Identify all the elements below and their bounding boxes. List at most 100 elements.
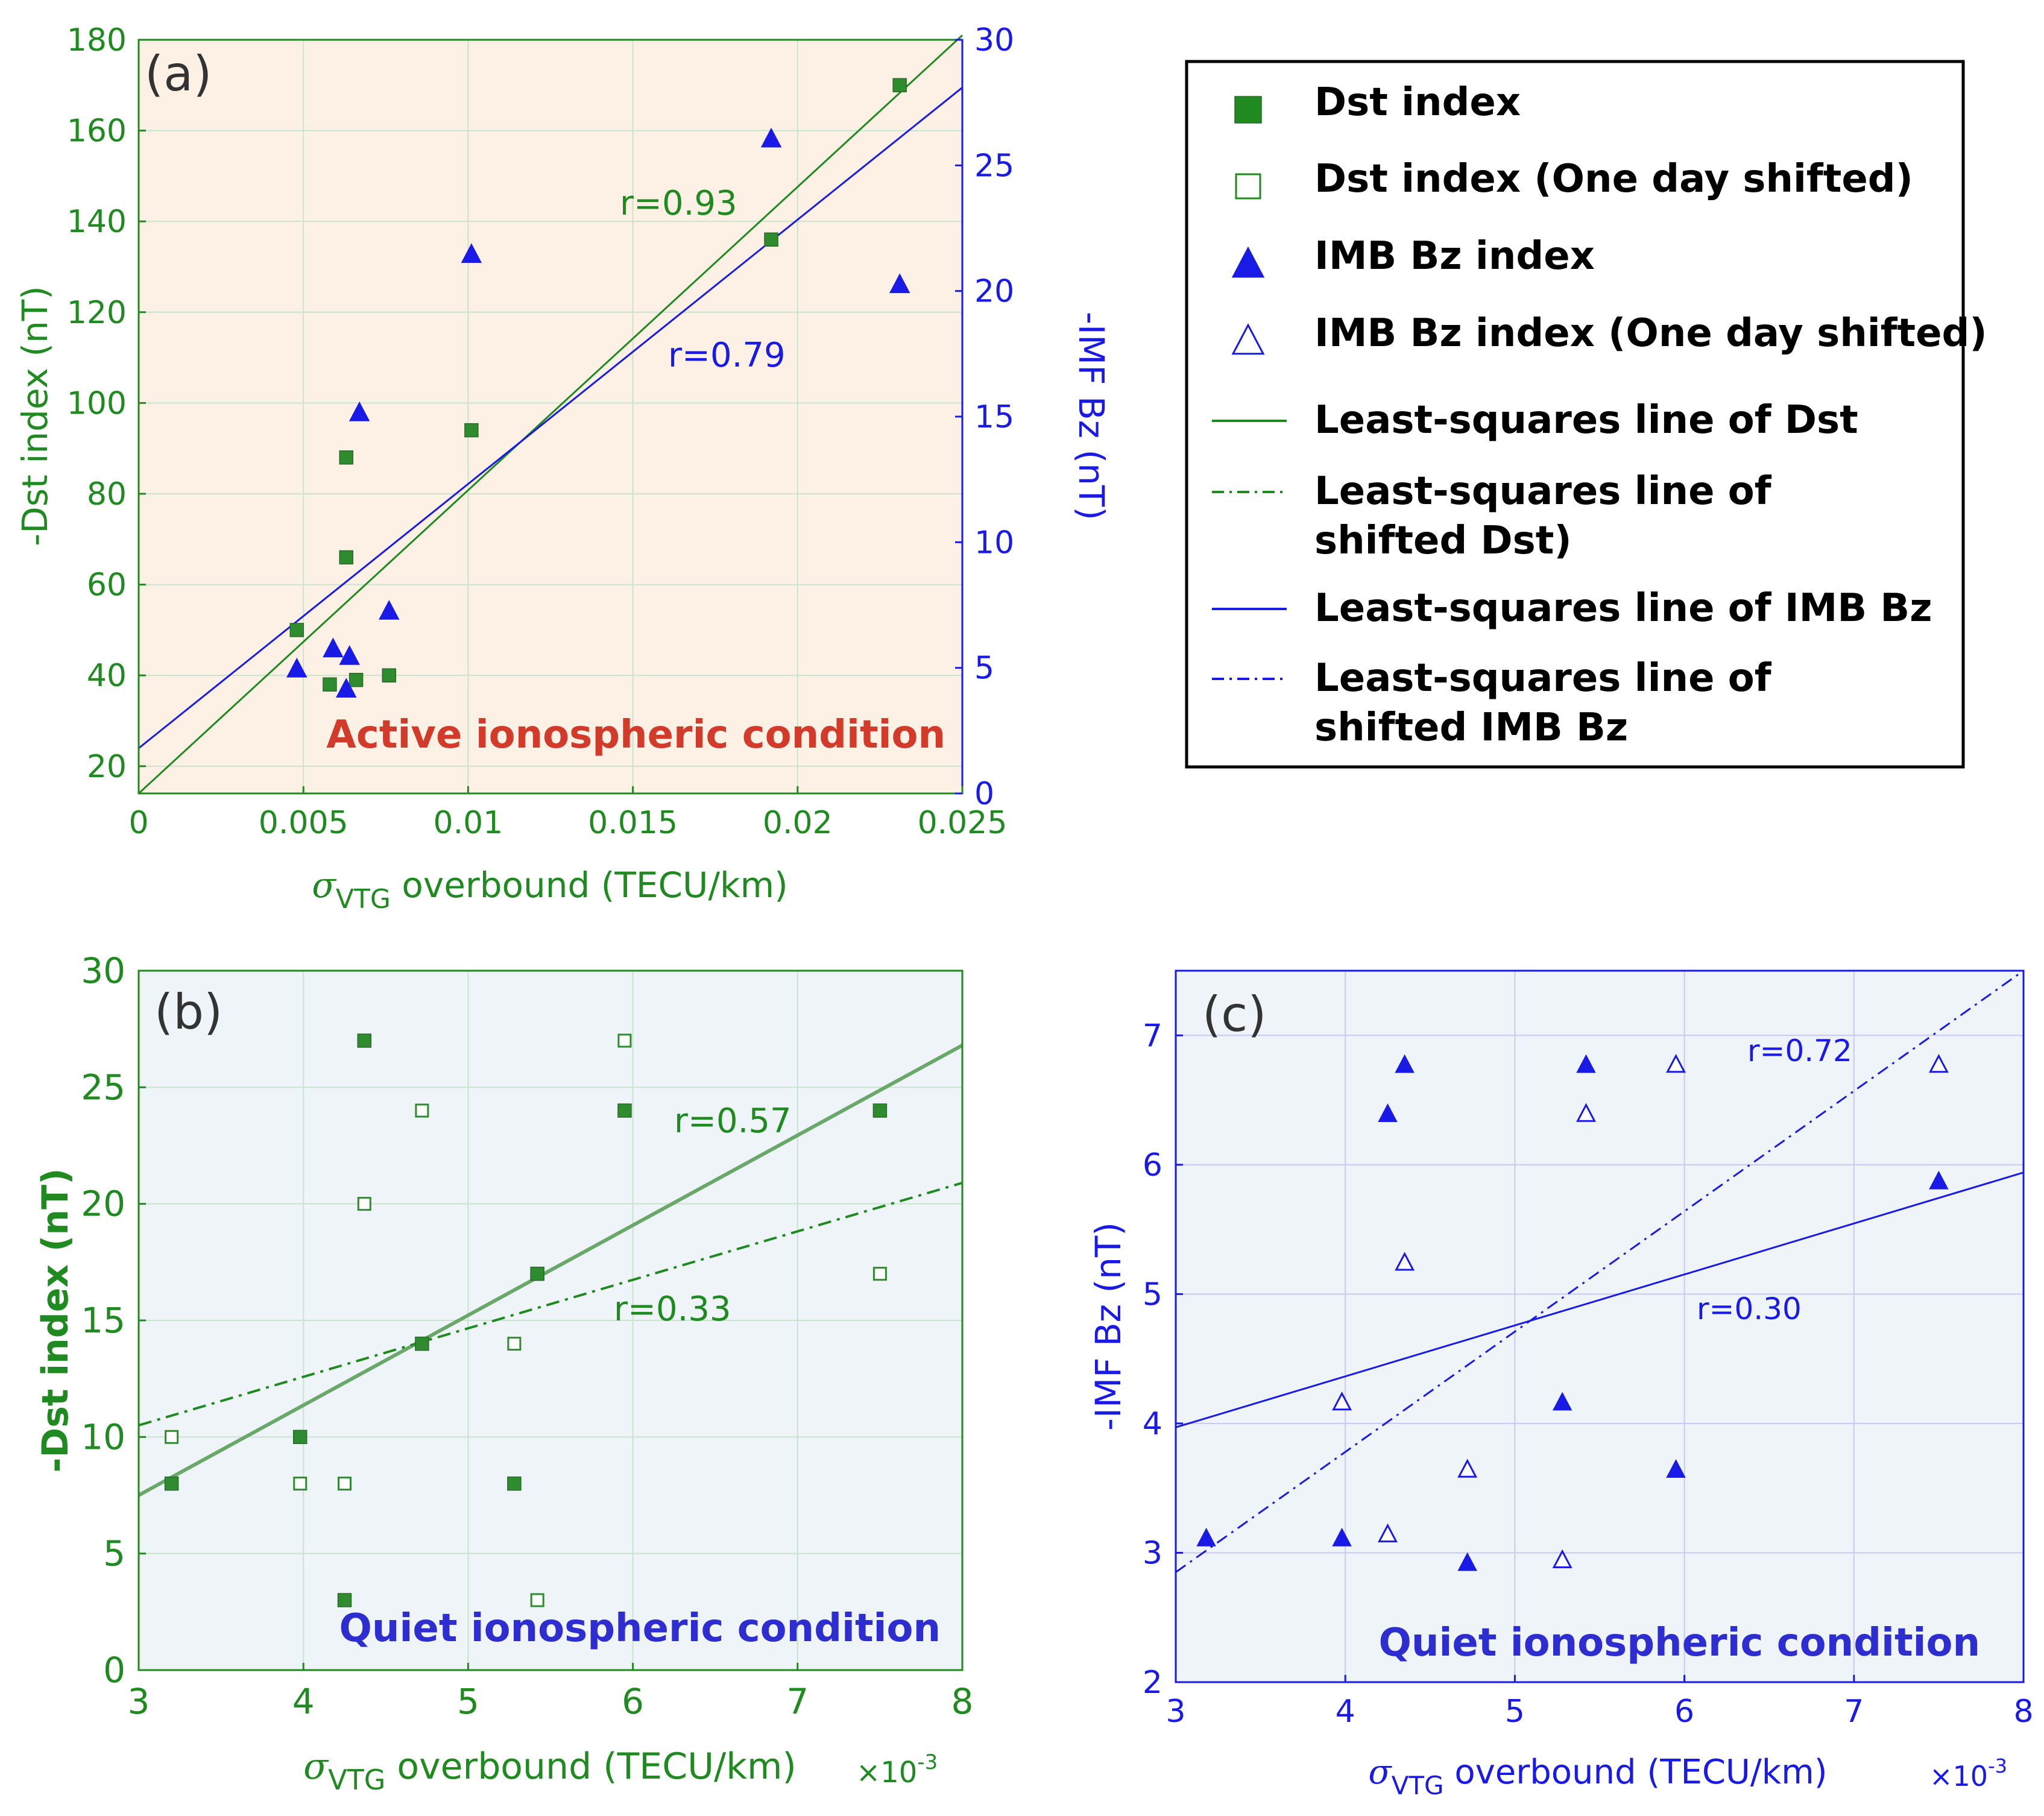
y-tick-label: 20 [81, 1184, 125, 1225]
panel-a-y-ticks-left: 20 40 60 80 100 120 140 160 180 [67, 22, 146, 785]
dst-shifted-marker [530, 1593, 544, 1607]
dst-shifted-marker [507, 1337, 522, 1351]
x-tick-label: 0.01 [434, 805, 503, 841]
legend-symbol [1231, 323, 1265, 355]
panel-c-r-bz: r=0.30 [1697, 1291, 1802, 1326]
dst-marker [357, 1033, 372, 1048]
panel-c-y-ticks: 2 3 4 5 6 7 [1143, 1018, 1183, 1701]
dst-marker [415, 1336, 429, 1351]
legend-label: shifted IMB Bz [1314, 705, 1628, 750]
panel-c-condition-label: Quiet ionospheric condition [1379, 1621, 1981, 1665]
bz-marker [1552, 1392, 1572, 1411]
y-tick-label-left: 40 [87, 658, 127, 694]
bz-shifted-marker [1457, 1458, 1478, 1478]
bz-marker [1457, 1552, 1477, 1571]
panel-b-r-shifted: r=0.33 [614, 1290, 731, 1329]
legend-label: Least-squares line of [1314, 656, 1772, 701]
x-tick-label: 5 [1505, 1694, 1525, 1730]
y-tick-label-right: 10 [974, 525, 1014, 561]
dst-marker [164, 1476, 179, 1491]
legend-label: Least-squares line of IMB Bz [1314, 586, 1932, 631]
bz-marker [323, 637, 344, 658]
x-tick-label: 0.015 [588, 805, 678, 841]
dst-marker [464, 423, 479, 438]
dst-marker [530, 1266, 544, 1281]
legend-label: Least-squares line of [1314, 469, 1772, 514]
bz-marker [1929, 1170, 1949, 1190]
dst-shifted-marker [415, 1103, 429, 1118]
fit-line [1175, 969, 2024, 1573]
panel-a-condition-label: Active ionospheric condition [326, 713, 945, 757]
fit-line [137, 34, 964, 795]
bz-marker [1666, 1459, 1686, 1478]
y-tick-label-left: 120 [67, 295, 127, 331]
bz-marker [1576, 1054, 1596, 1073]
dst-marker [349, 672, 364, 687]
panel-b-label: (b) [154, 984, 222, 1040]
bz-marker [286, 657, 308, 678]
y-tick-label-left: 140 [67, 204, 127, 240]
panel-a-x-label: σVTG overbound (TECU/km) [312, 865, 787, 915]
x-tick-label: 0 [128, 805, 148, 841]
panel-c-markers [1196, 1053, 1949, 1571]
panel-b-r-dst: r=0.57 [674, 1102, 792, 1141]
panel-b-x-multiplier: ×10-3 [856, 1750, 938, 1789]
y-tick-label-left: 100 [67, 385, 127, 421]
y-tick-label-left: 60 [87, 567, 127, 604]
y-tick-label-right: 5 [974, 651, 994, 687]
dst-marker [892, 78, 907, 93]
bz-marker [379, 600, 400, 620]
legend-label: shifted Dst) [1314, 519, 1572, 563]
panel-a-y-label-right: -IMF Bz (nT) [1071, 312, 1112, 520]
x-tick-label: 3 [128, 1681, 150, 1722]
legend-box [1185, 60, 1965, 769]
x-tick-label: 6 [1674, 1694, 1694, 1730]
panel-a-y-label-left: -Dst index (nT) [14, 286, 55, 546]
panel-b-x-ticks: 3 4 5 6 7 8 [128, 1663, 973, 1722]
legend-symbol [1234, 96, 1262, 124]
bz-shifted-marker [1552, 1549, 1572, 1568]
bz-shifted-marker [1928, 1053, 1949, 1073]
panel-c-r-shifted: r=0.72 [1747, 1033, 1852, 1068]
bz-shifted-marker [1378, 1523, 1398, 1543]
panel-b-y-label: -Dst index (nT) [34, 1168, 77, 1473]
dst-marker [382, 668, 397, 683]
legend-items: Dst index Dst index (One day shifted) IMB … [1212, 80, 1987, 750]
dst-shifted-marker [338, 1477, 352, 1491]
y-tick-label: 5 [103, 1533, 125, 1574]
y-tick-label: 15 [81, 1300, 125, 1341]
y-tick-label-left: 160 [67, 113, 127, 150]
x-tick-label: 8 [2013, 1694, 2033, 1730]
x-tick-label: 7 [786, 1681, 809, 1722]
dst-marker [289, 623, 304, 637]
dst-shifted-marker [617, 1033, 632, 1048]
bz-marker [889, 273, 910, 294]
bz-marker [349, 401, 370, 421]
y-tick-label: 25 [81, 1067, 125, 1108]
fit-line [138, 1181, 963, 1427]
panel-a-fit-lines [137, 34, 964, 795]
dst-shifted-marker [293, 1477, 308, 1491]
panel-b-fit-lines [137, 1044, 964, 1497]
y-tick-label: 7 [1143, 1018, 1162, 1054]
panel-a-r-dst: r=0.93 [620, 184, 737, 223]
y-tick-label-right: 20 [974, 274, 1014, 310]
bz-marker [1196, 1527, 1216, 1546]
y-tick-label-left: 80 [87, 476, 127, 512]
fit-line [137, 1044, 964, 1497]
dst-shifted-marker [165, 1430, 179, 1444]
y-tick-label: 6 [1143, 1147, 1162, 1184]
x-tick-label: 0.02 [763, 805, 833, 841]
legend-label: IMB Bz index [1314, 234, 1595, 279]
panel-b-x-label: σVTG overbound (TECU/km) [303, 1745, 796, 1796]
panel-b-chart: 3 4 5 6 7 8 0 5 10 15 20 25 30 (b) Quiet ionospheri… [34, 950, 973, 1796]
panel-c-x-ticks: 3 4 5 6 7 8 [1166, 1675, 2034, 1730]
dst-marker [617, 1103, 632, 1118]
dst-marker [292, 1430, 308, 1445]
fit-line [138, 86, 963, 749]
x-tick-label: 4 [292, 1681, 315, 1722]
panel-c-label: (c) [1202, 986, 1266, 1042]
panel-a-chart: 0 0.005 0.01 0.015 0.02 0.025 204060801001201… [14, 22, 1112, 915]
